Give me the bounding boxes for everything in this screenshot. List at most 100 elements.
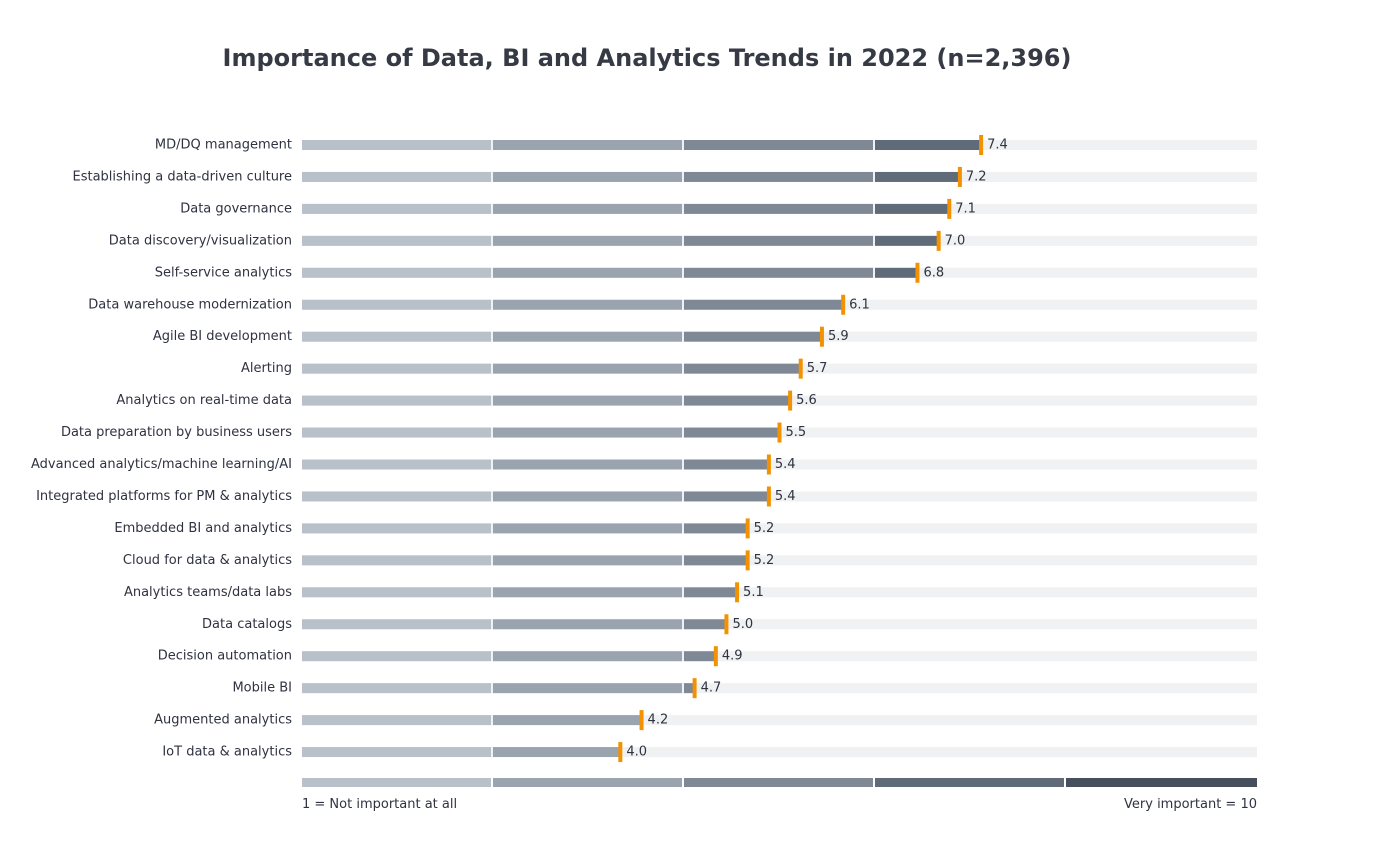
category-label: Self-service analytics: [155, 265, 292, 280]
value-marker: [788, 390, 793, 411]
bar-segment: [493, 203, 682, 214]
bar-segment: [493, 523, 682, 534]
category-label: Data preparation by business users: [61, 425, 292, 440]
value-label: 5.2: [754, 553, 775, 568]
category-label: Decision automation: [158, 649, 292, 664]
value-label: 5.0: [732, 617, 753, 632]
bar-track: [302, 555, 1257, 566]
bar-row: Data catalogs 5.0: [202, 614, 1257, 635]
bar-row: Decision automation 4.9: [158, 646, 1257, 667]
bar-segment: [684, 491, 769, 502]
bar-segment: [302, 523, 491, 534]
importance-scale-legend: 1 = Not important at all Very important =…: [302, 778, 1257, 812]
bar-row: Data warehouse modernization 6.1: [88, 294, 1257, 315]
value-marker: [841, 294, 846, 315]
bar-segment: [493, 331, 682, 342]
bar-segment: [684, 267, 873, 278]
bar-segment: [493, 587, 682, 598]
value-label: 5.7: [807, 361, 828, 376]
bar-segment: [302, 140, 491, 150]
bar-segment: [684, 395, 791, 406]
scale-min-label: 1 = Not important at all: [302, 797, 457, 812]
bar-segment: [493, 715, 642, 726]
value-marker: [745, 550, 750, 571]
scale-segment: [875, 778, 1064, 787]
bar-segment: [493, 395, 682, 406]
category-label: Cloud for data & analytics: [123, 553, 292, 568]
category-label: Mobile BI: [232, 681, 292, 696]
category-label: Advanced analytics/machine learning/AI: [31, 457, 292, 472]
bar-row: Self-service analytics 6.8: [155, 262, 1257, 283]
bar-segment: [684, 459, 769, 470]
bar-track: [302, 491, 1257, 502]
value-marker: [947, 198, 952, 219]
category-label: Analytics teams/data labs: [124, 585, 292, 600]
value-label: 6.8: [923, 265, 944, 280]
value-marker: [713, 646, 718, 667]
bar-segment: [302, 491, 491, 502]
bar-segment: [302, 747, 491, 758]
value-label: 5.6: [796, 393, 817, 408]
bar-segment: [493, 651, 682, 662]
category-label: Integrated platforms for PM & analytics: [36, 489, 292, 504]
bar-row: Data discovery/visualization 7.0: [109, 230, 1257, 251]
bar-row: Data preparation by business users 5.5: [61, 422, 1257, 443]
bar-track: [302, 715, 1257, 726]
bar-track: [302, 683, 1257, 694]
bar-segment: [684, 299, 844, 310]
bar-segment: [493, 140, 682, 150]
value-label: 5.4: [775, 457, 796, 472]
value-marker: [915, 262, 920, 283]
bar-segment: [875, 140, 982, 150]
value-label: 5.5: [786, 425, 807, 440]
category-label: MD/DQ management: [155, 138, 292, 153]
bar-row: MD/DQ management 7.4: [155, 135, 1257, 155]
bar-segment: [302, 299, 491, 310]
bar-segment: [302, 331, 491, 342]
category-label: IoT data & analytics: [162, 745, 292, 760]
value-marker: [692, 678, 697, 699]
bar-segment: [302, 395, 491, 406]
bar-track: [302, 587, 1257, 598]
value-marker: [735, 582, 740, 603]
bar-segment: [684, 619, 727, 630]
value-label: 6.1: [849, 297, 870, 312]
category-label: Augmented analytics: [154, 713, 292, 728]
bar-segment: [302, 171, 491, 182]
category-label: Establishing a data-driven culture: [72, 169, 292, 184]
value-label: 4.2: [648, 713, 669, 728]
value-marker: [766, 454, 771, 475]
bar-segment: [684, 171, 873, 182]
bar-segment: [302, 651, 491, 662]
bar-segment: [302, 235, 491, 246]
bar-segment: [493, 363, 682, 374]
value-marker: [979, 135, 984, 155]
value-marker: [957, 166, 962, 187]
bar-row: Data governance 7.1: [180, 198, 1257, 219]
value-marker: [724, 614, 729, 635]
bar-track: [302, 523, 1257, 534]
value-marker: [639, 710, 644, 731]
bar-segment: [302, 427, 491, 438]
bar-segment: [493, 619, 682, 630]
value-marker: [618, 742, 623, 763]
bar-segment: [493, 747, 621, 758]
bar-segment: [493, 171, 682, 182]
bar-row: Integrated platforms for PM & analytics 5…: [36, 486, 1257, 507]
bar-track: [302, 619, 1257, 630]
bar-segment: [493, 235, 682, 246]
bar-track: [302, 651, 1257, 662]
value-marker: [766, 486, 771, 507]
bar-segment: [875, 267, 918, 278]
bar-segment: [684, 523, 748, 534]
bar-segment: [302, 459, 491, 470]
bar-segment: [302, 683, 491, 694]
value-marker: [745, 518, 750, 539]
bar-segment: [302, 587, 491, 598]
bar-segment: [684, 140, 873, 150]
bar-segment: [302, 619, 491, 630]
bar-row: Embedded BI and analytics 5.2: [114, 518, 1257, 539]
scale-segment: [493, 778, 682, 787]
category-label: Data catalogs: [202, 617, 292, 632]
